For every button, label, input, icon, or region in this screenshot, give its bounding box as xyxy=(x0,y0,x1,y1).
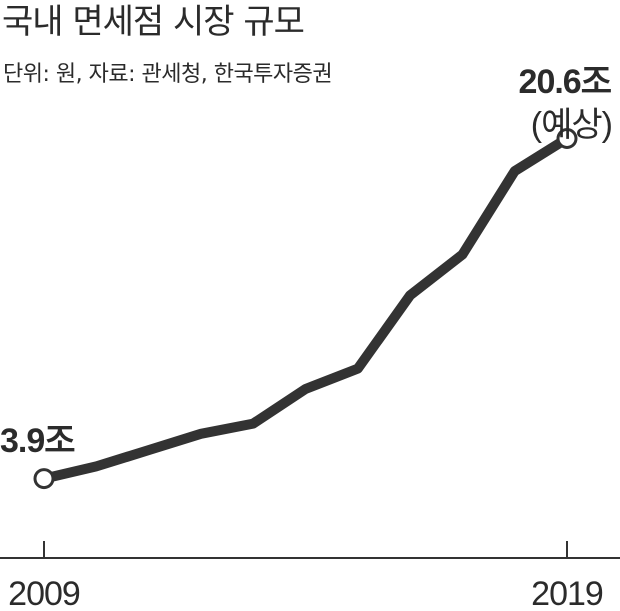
x-tick-label-last: 2019 xyxy=(531,575,603,611)
data-point-2009 xyxy=(33,468,55,490)
x-axis-ticks xyxy=(43,541,568,558)
start-value-label: 3.9조 xyxy=(0,422,75,460)
end-value-label: 20.6조 xyxy=(519,63,612,101)
data-point-2019 xyxy=(556,128,578,150)
series-line xyxy=(39,133,572,484)
chart-title: 국내 면세점 시장 규모 xyxy=(2,2,305,42)
end-note-label: (예상) xyxy=(531,106,612,144)
series-points xyxy=(33,128,578,490)
chart-subtitle: 단위: 원, 자료: 관세청, 한국투자증권 xyxy=(3,62,333,87)
x-tick-label-first: 2009 xyxy=(8,575,80,611)
